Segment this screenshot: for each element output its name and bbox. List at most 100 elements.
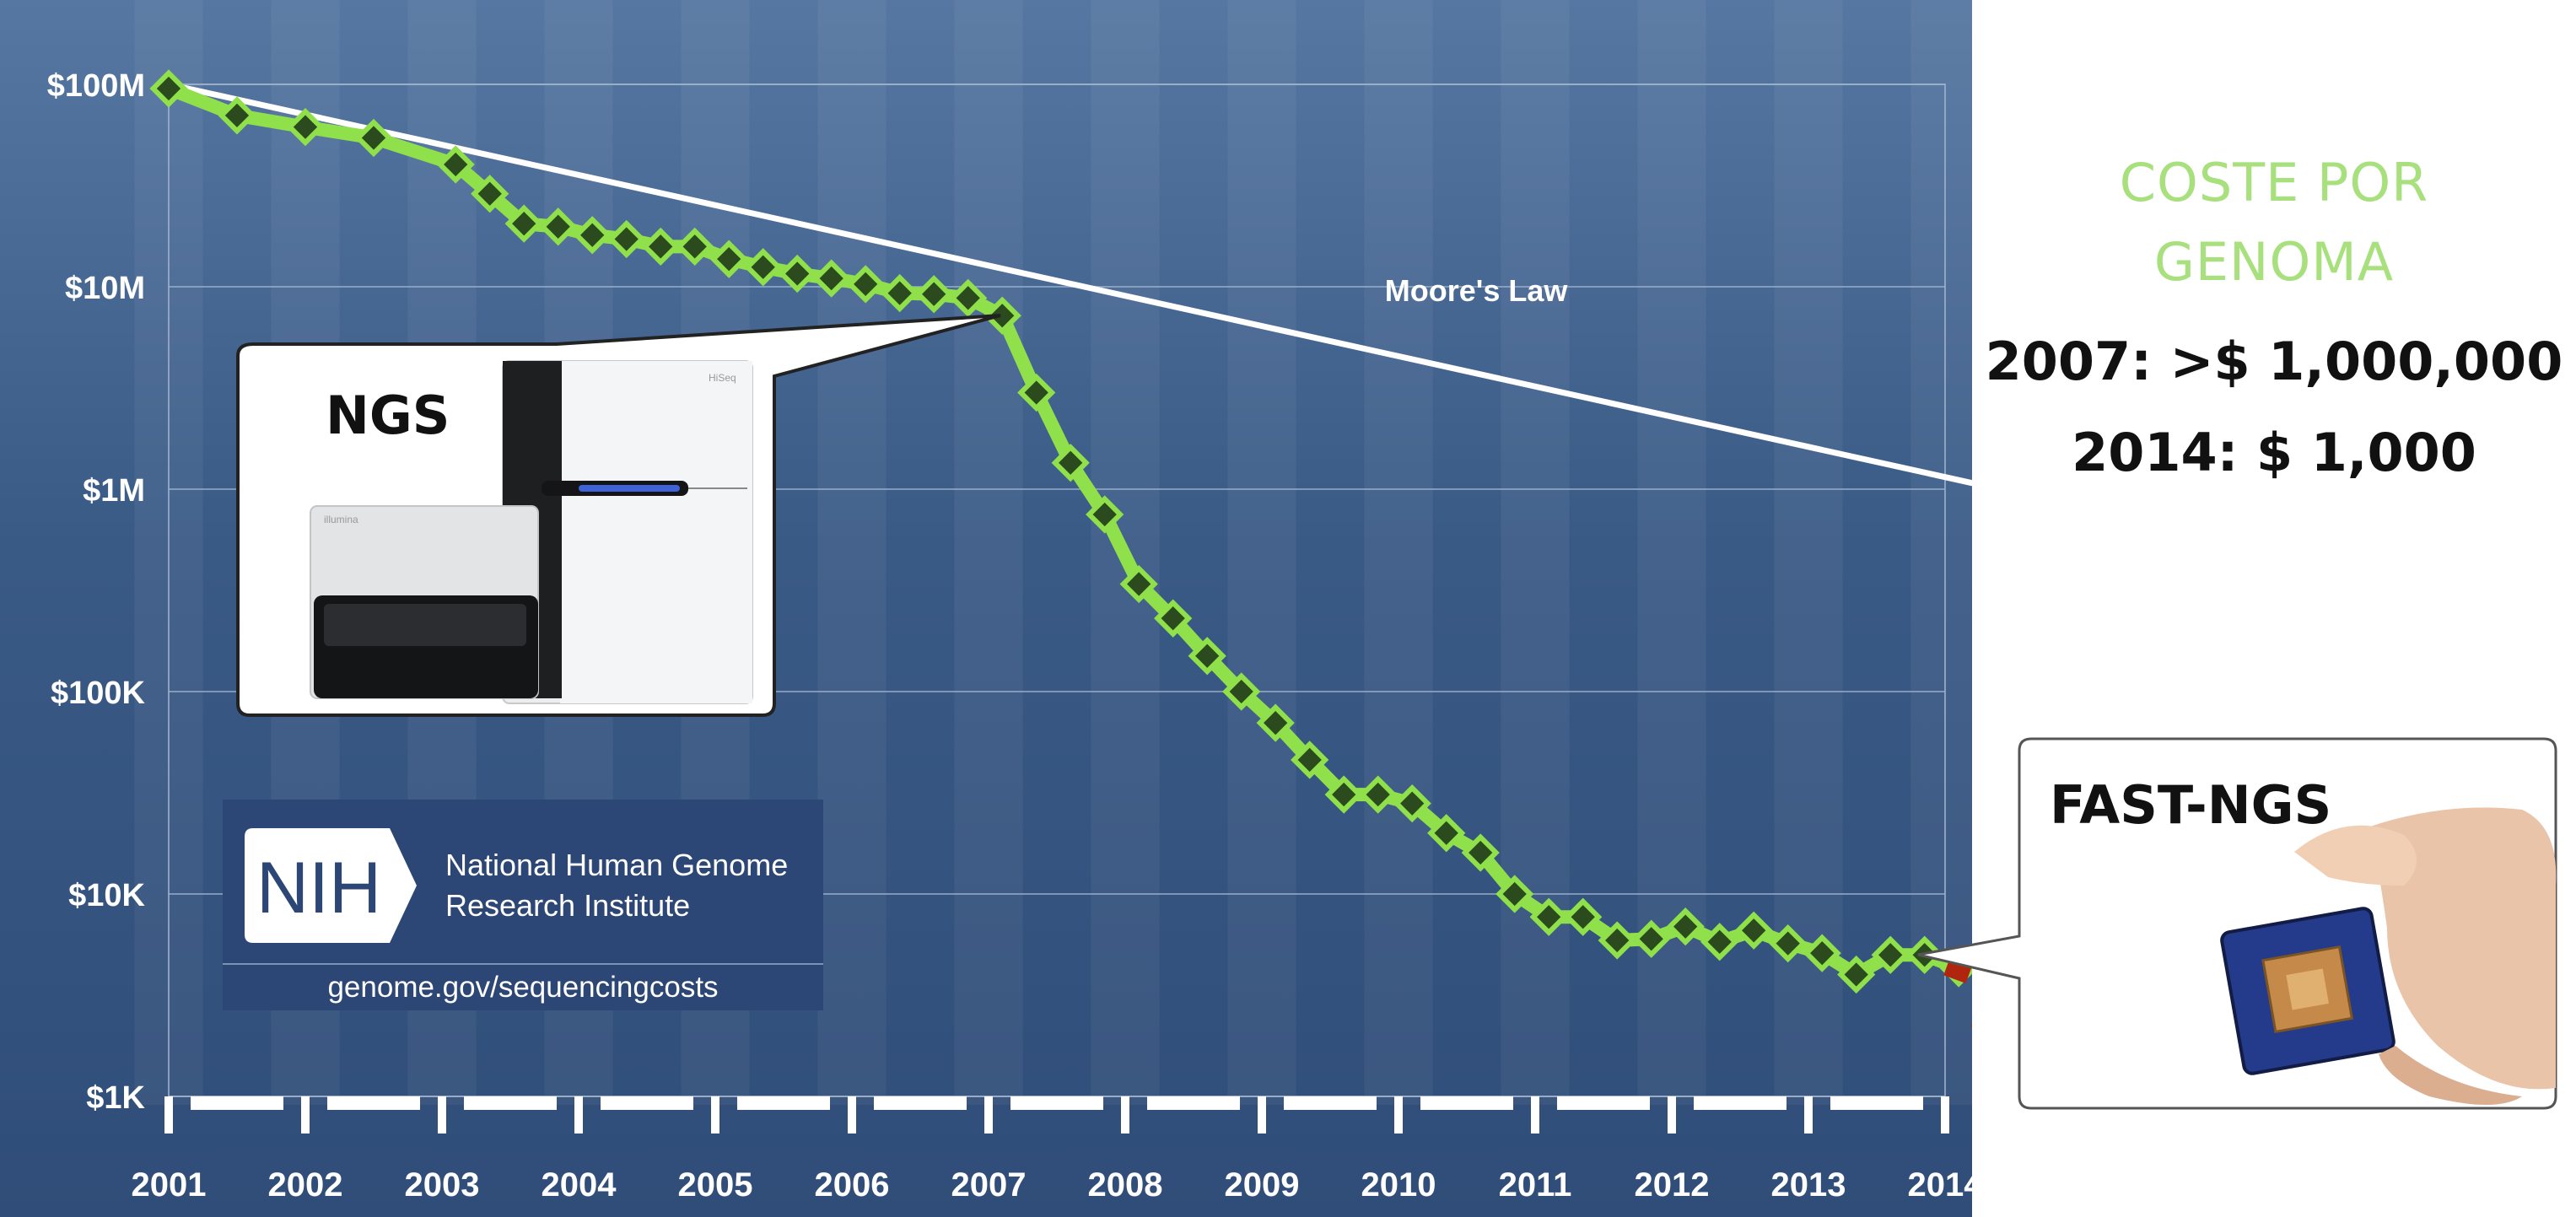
- ngs-callout: HiSeq illumina: [236, 314, 1001, 717]
- x-tick-mark: [984, 1096, 993, 1134]
- x-tick-label: 2002: [268, 1166, 343, 1204]
- data-point: [641, 227, 680, 266]
- data-point: [607, 219, 646, 259]
- moores-law-layer: [165, 81, 1972, 487]
- x-tick-mark: [438, 1096, 446, 1134]
- svg-text:HiSeq: HiSeq: [709, 372, 736, 384]
- data-point: [1222, 672, 1261, 711]
- data-point: [539, 207, 578, 246]
- data-point: [471, 175, 509, 213]
- x-axis-segment: [1830, 1096, 1923, 1110]
- data-point: [949, 278, 988, 317]
- x-tick-label: 2011: [1499, 1166, 1572, 1204]
- stripe: [1364, 0, 1433, 1105]
- x-tick-label: 2006: [815, 1166, 890, 1204]
- data-point: [778, 254, 816, 293]
- y-tick-label: $10K: [68, 878, 145, 913]
- data-point: [1598, 921, 1636, 960]
- data-point: [983, 296, 1021, 335]
- data-point: [1632, 919, 1671, 958]
- x-axis-segment: [327, 1096, 420, 1110]
- x-tick-mark: [574, 1096, 583, 1134]
- data-point: [436, 145, 475, 184]
- x-tick-mark: [301, 1096, 310, 1134]
- data-point: [914, 275, 953, 314]
- cost-chart: 2001 2002 2003 2004 2005 2006 2007 2008 2009 2010…: [47, 0, 1972, 1204]
- data-point: [286, 108, 325, 147]
- x-tick-mark: [1258, 1096, 1266, 1134]
- data-point: [881, 273, 919, 313]
- data-point: [1393, 784, 1431, 823]
- data-point: [1427, 814, 1466, 853]
- x-tick-label: 2013: [1771, 1166, 1846, 1204]
- x-axis: 2001 2002 2003 2004 2005 2006 2007 2008 2009 2010…: [132, 1096, 1972, 1204]
- x-tick-mark: [164, 1096, 173, 1134]
- cost-2007: 2007: >$ 1,000,000: [1985, 331, 2563, 392]
- nih-logo-text: NIH: [256, 848, 381, 929]
- nih-url[interactable]: genome.gov/sequencingcosts: [327, 971, 719, 1004]
- x-axis-segment: [1694, 1096, 1786, 1110]
- x-tick-mark: [1804, 1096, 1813, 1134]
- stripe: [817, 0, 887, 1105]
- side-title-line2: GENOMA: [2153, 231, 2395, 293]
- svg-text:illumina: illumina: [324, 514, 358, 525]
- data-point: [573, 216, 612, 255]
- x-tick-mark: [1668, 1096, 1676, 1134]
- nih-name-line1: National Human Genome: [445, 848, 789, 882]
- y-axis: $100M $10M $1M $100K $10K $1K: [47, 68, 146, 1116]
- x-axis-segment: [1010, 1096, 1103, 1110]
- data-point: [1154, 599, 1193, 638]
- data-point: [846, 265, 885, 304]
- moores-law-line: [165, 81, 1972, 487]
- stripe: [954, 0, 1023, 1105]
- x-tick-mark: [848, 1096, 856, 1134]
- ngs-label: NGS: [326, 385, 450, 446]
- x-tick-label: 2014: [1908, 1166, 1972, 1204]
- data-point: [1461, 833, 1500, 872]
- x-axis-segment: [1420, 1096, 1513, 1110]
- cost-2014: 2014: $ 1,000: [2072, 422, 2476, 483]
- sequencer-image: HiSeq illumina: [310, 360, 753, 704]
- x-tick-mark: [1394, 1096, 1403, 1134]
- data-point: [1871, 935, 1910, 974]
- x-axis-segment: [1557, 1096, 1650, 1110]
- data-point: [676, 227, 714, 266]
- x-axis-segment: [464, 1096, 557, 1110]
- data-point: [1837, 955, 1876, 994]
- moores-law-label: Moore's Law: [1385, 273, 1569, 308]
- data-point: [1495, 875, 1534, 913]
- data-point: [1700, 923, 1739, 961]
- y-tick-label: $1M: [83, 473, 145, 509]
- data-point: [1051, 444, 1090, 482]
- y-tick-label: $10M: [65, 271, 145, 306]
- stripe: [1227, 0, 1296, 1105]
- x-tick-label: 2003: [405, 1166, 480, 1204]
- data-point: [1564, 897, 1603, 936]
- data-point: [812, 259, 851, 298]
- y-tick-label: $100K: [51, 676, 146, 711]
- x-tick-label: 2010: [1361, 1166, 1436, 1204]
- x-axis-segment: [191, 1096, 283, 1110]
- data-point: [1359, 775, 1398, 814]
- x-axis-segment: [1147, 1096, 1240, 1110]
- data-point: [1734, 911, 1773, 950]
- chip-in-hand-image: [2220, 807, 2557, 1105]
- data-point: [218, 96, 256, 135]
- data-point: [1769, 924, 1808, 963]
- data-point: [1256, 703, 1295, 742]
- data-point: [1324, 775, 1363, 814]
- data-point: [1291, 740, 1329, 779]
- data-point: [744, 248, 783, 287]
- x-axis-segment: [737, 1096, 830, 1110]
- x-tick-label: 2005: [678, 1166, 753, 1204]
- data-point: [1188, 637, 1226, 676]
- x-tick-mark: [1121, 1096, 1129, 1134]
- x-tick-label: 2008: [1088, 1166, 1163, 1204]
- data-point: [1529, 897, 1568, 936]
- data-point: [709, 240, 748, 278]
- x-tick-label: 2009: [1225, 1166, 1300, 1204]
- x-axis-segment: [601, 1096, 693, 1110]
- x-tick-mark: [711, 1096, 719, 1134]
- x-tick-label: 2004: [542, 1166, 617, 1204]
- data-point: [504, 204, 543, 243]
